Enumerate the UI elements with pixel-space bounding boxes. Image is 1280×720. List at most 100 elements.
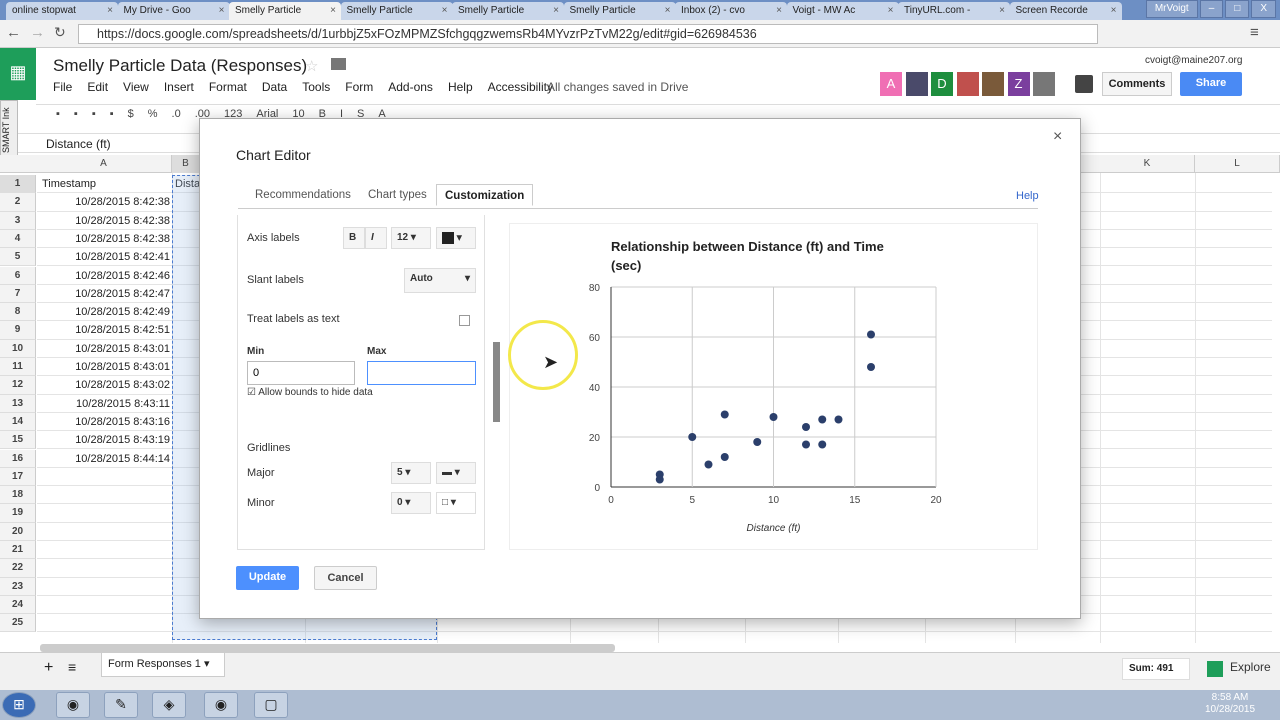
cell-a[interactable]: 10/28/2015 8:42:41 [37,248,172,267]
menu-accessibility[interactable]: Accessibility [487,80,553,94]
menu-format[interactable]: Format [208,80,247,94]
cell-a[interactable]: 10/28/2015 8:43:11 [37,395,172,413]
chrome-taskbar-icon[interactable]: ◉ [56,692,90,718]
cell-a[interactable] [37,559,172,578]
comments-button[interactable]: Comments [1102,72,1172,96]
toolbar-item[interactable]: B [318,108,326,120]
browser-tab[interactable]: Screen Recorde × [1009,2,1122,20]
row-header[interactable]: 15 [0,431,36,450]
redo-icon[interactable]: ▪ [91,108,96,120]
add-sheet-icon[interactable]: + [44,659,54,676]
min-input[interactable] [247,361,355,385]
font-size-select[interactable]: 12 ▾ [391,227,431,249]
row-header[interactable]: 4 [0,229,36,249]
row-header[interactable]: 5 [0,248,36,267]
max-input[interactable] [367,361,476,385]
row-header[interactable]: 3 [0,211,36,230]
browser-tab[interactable]: Smelly Particle × [229,2,341,20]
browser-tab[interactable]: TinyURL.com - × [898,2,1010,20]
menu-edit[interactable]: Edit [87,80,109,94]
panel-scrollbar[interactable] [493,342,500,422]
cell-a[interactable] [37,486,172,505]
menu-add-ons[interactable]: Add-ons [388,80,433,94]
collaborator-avatar[interactable] [956,72,979,96]
toolbar-item[interactable]: Arial [256,108,279,120]
row-header[interactable]: 24 [0,595,36,615]
toolbar-item[interactable]: 123 [224,108,243,120]
cancel-button[interactable]: Cancel [314,566,377,590]
close-tab-icon[interactable]: × [664,5,671,16]
menu-file[interactable]: File [53,80,73,94]
row-header[interactable]: 2 [0,193,36,212]
column-header-k[interactable]: K [1100,155,1195,173]
toolbar-item[interactable]: S [357,108,365,120]
cell-a[interactable]: 10/28/2015 8:43:01 [37,358,172,377]
close-tab-icon[interactable]: × [330,5,336,16]
browser-tab[interactable]: online stopwat × [6,2,118,20]
major-gridlines-select[interactable]: 5 ▾ [391,462,431,484]
row-header[interactable]: 25 [0,614,36,633]
collaborator-avatar[interactable]: A [880,72,902,96]
browser-tab[interactable]: My Drive - Goo × [117,2,230,20]
document-title[interactable]: Smelly Particle Data (Responses) [53,56,308,75]
cell-a[interactable] [37,578,172,596]
cell-a[interactable]: 10/28/2015 8:43:19 [37,431,172,450]
chat-icon[interactable] [1075,75,1093,93]
paint-format-icon[interactable]: ▪ [109,108,114,120]
cell-a[interactable] [37,596,172,615]
row-header[interactable]: 19 [0,504,36,523]
sheet-tab-form-responses[interactable]: Form Responses 1 ▾ [101,653,225,677]
cell-a[interactable]: 10/28/2015 8:42:38 [37,193,172,212]
menu-insert[interactable]: Insert [163,80,194,94]
browser-tab[interactable]: Smelly Particle × [340,2,453,20]
tab-customization[interactable]: Customization [436,184,534,206]
tab-chart-types[interactable]: Chart types [368,189,427,201]
row-header[interactable]: 14 [0,412,36,432]
row-header[interactable]: 1 [0,175,36,194]
all-sheets-icon[interactable]: ≡ [68,659,77,675]
tab-recommendations[interactable]: Recommendations [255,189,351,201]
row-header[interactable]: 23 [0,577,36,596]
cell-a[interactable]: 10/28/2015 8:42:46 [37,267,172,285]
row-header[interactable]: 8 [0,303,36,322]
collaborator-avatar[interactable]: Z [1007,72,1030,96]
allow-bounds-checkbox[interactable]: ☑ [247,387,256,398]
treat-labels-checkbox[interactable] [459,315,470,326]
back-icon[interactable]: ← [6,24,21,41]
cell-a[interactable]: 10/28/2015 8:43:02 [37,376,172,395]
cell-a[interactable] [37,523,172,541]
cell-a[interactable] [37,614,172,633]
close-dialog-button[interactable]: × [1053,128,1063,145]
close-tab-icon[interactable]: × [1110,5,1117,16]
start-button[interactable]: ⊞ [2,692,36,718]
column-header-a[interactable]: A [36,155,172,173]
minor-color-select[interactable]: □ ▾ [436,492,476,514]
update-button[interactable]: Update [236,566,299,590]
chrome-active-taskbar-icon[interactable]: ◉ [204,692,238,718]
menu-form[interactable]: Form [345,80,374,94]
row-header[interactable]: 18 [0,486,36,505]
chrome-menu-icon[interactable]: ≡ [1250,24,1259,41]
toolbar-item[interactable]: .00 [194,108,211,120]
row-header[interactable]: 9 [0,321,36,340]
slant-labels-select[interactable]: Auto ▾ [404,268,476,293]
menu-view[interactable]: View [123,80,149,94]
profile-button[interactable]: MrVoigt [1145,0,1198,18]
column-header-b[interactable]: B [172,155,200,173]
close-window-button[interactable]: X [1251,0,1276,18]
close-tab-icon[interactable]: × [887,5,894,16]
cell-a[interactable]: 10/28/2015 8:43:01 [37,340,172,358]
row-header[interactable]: 21 [0,541,36,560]
print-icon[interactable]: ▪ [56,108,60,120]
allow-bounds-row[interactable]: ☑ Allow bounds to hide data [247,387,373,398]
minor-gridlines-select[interactable]: 0 ▾ [391,492,431,514]
close-tab-icon[interactable]: × [107,5,113,16]
close-tab-icon[interactable]: × [441,5,448,16]
folder-icon[interactable] [331,58,346,70]
row-header[interactable]: 16 [0,449,36,468]
close-tab-icon[interactable]: × [999,5,1005,16]
column-header-l[interactable]: L [1195,155,1280,173]
collaborator-avatar[interactable] [905,72,928,96]
cell-a[interactable]: 10/28/2015 8:42:38 [37,212,172,230]
browser-tab[interactable]: Smelly Particle × [452,2,564,20]
